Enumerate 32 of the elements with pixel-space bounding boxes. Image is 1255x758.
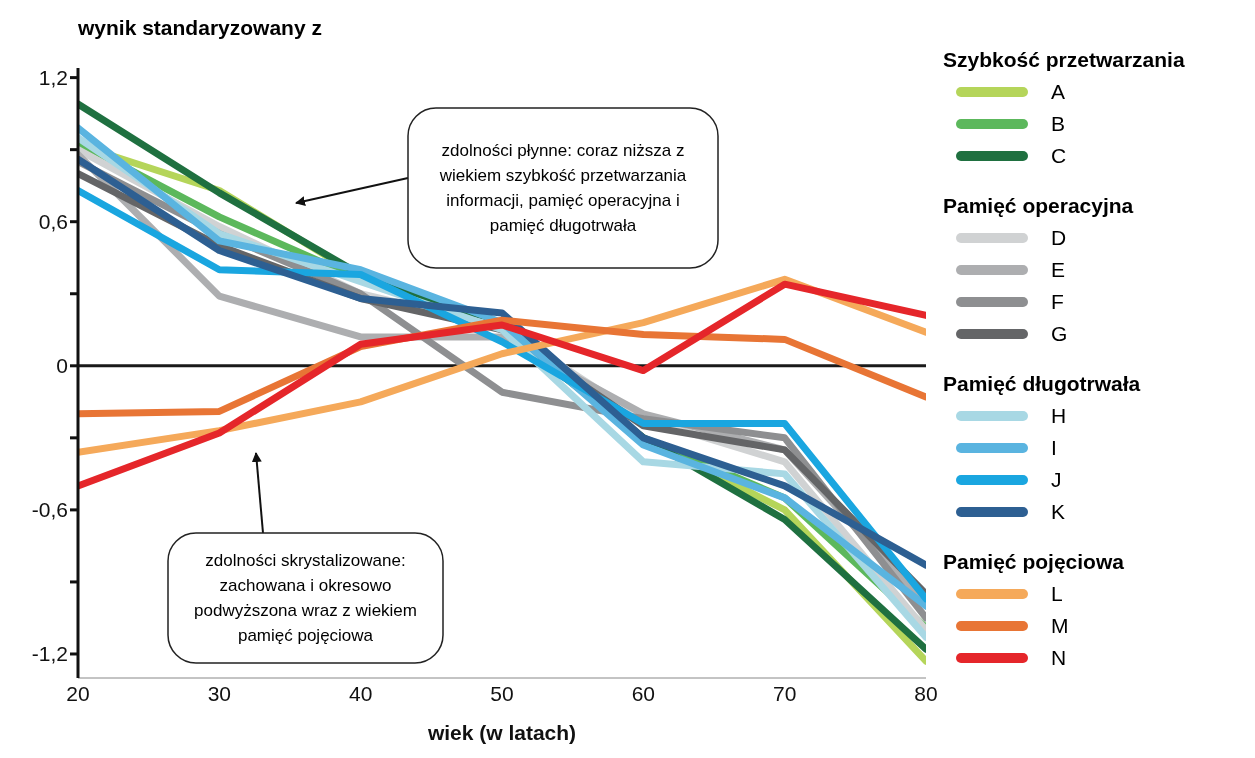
y-tick-label: 0,6 (38, 210, 68, 234)
text: Pamięć operacyjna (943, 194, 1135, 218)
legend-label: E (1051, 258, 1066, 282)
legend-label: H (1051, 404, 1067, 428)
x-axis-title: wiek (w latach) (426, 721, 577, 744)
legend-label: J (1051, 468, 1062, 492)
text: Pamięć pojęciowa (943, 550, 1125, 574)
text: Szybkość przetwarzania (943, 48, 1185, 72)
x-tick-label: 60 (631, 681, 656, 705)
x-tick-label: 40 (348, 681, 373, 705)
y-tick-label: -1,2 (31, 642, 68, 666)
x-tick-label: 30 (207, 681, 232, 705)
text: Pamięć długotrwała (943, 372, 1142, 396)
legend-label: G (1051, 322, 1068, 346)
legend-label: C (1051, 144, 1067, 168)
legend-label: N (1051, 646, 1067, 670)
y-tick-label: 1,2 (38, 66, 68, 90)
x-tick-label: 80 (914, 681, 938, 705)
y-axis-title: wynik standaryzowany z (78, 16, 322, 40)
y-tick-label: -0,6 (31, 498, 68, 522)
y-tick-label: 0 (56, 354, 68, 378)
legend-label: D (1051, 226, 1067, 250)
legend-label: L (1051, 582, 1063, 606)
x-tick-label: 20 (66, 681, 90, 705)
x-tick-label: 50 (490, 681, 514, 705)
x-tick-label: 70 (772, 681, 797, 705)
legend-label: I (1051, 436, 1057, 460)
legend-label: A (1051, 80, 1066, 104)
legend-label: K (1051, 500, 1066, 524)
legend-label: B (1051, 112, 1066, 136)
legend-label: M (1051, 614, 1069, 638)
legend-label: F (1051, 290, 1064, 314)
